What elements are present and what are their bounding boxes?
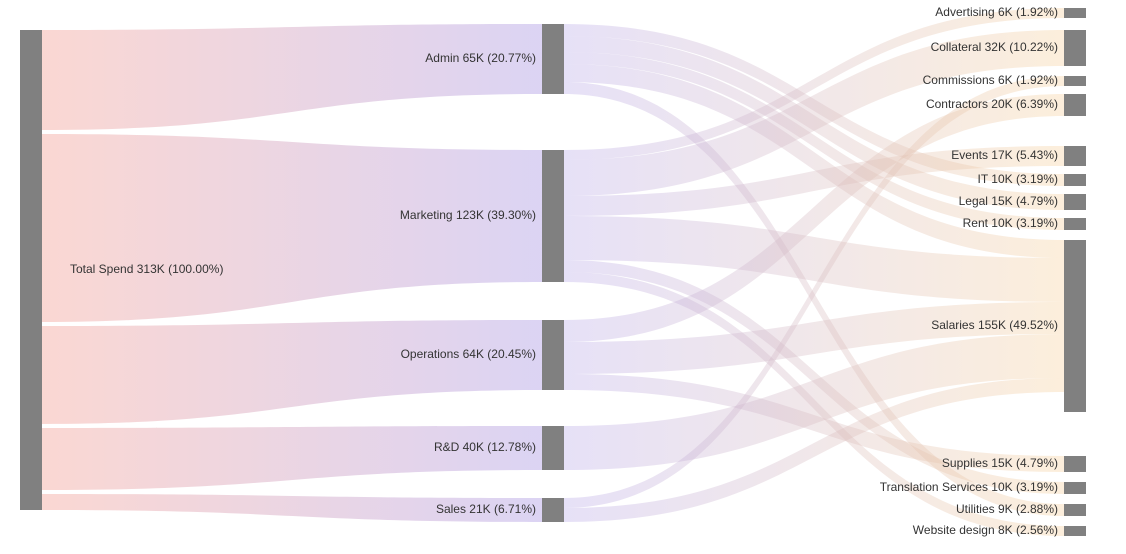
label-supplies: Supplies 15K (4.79%) bbox=[942, 456, 1058, 470]
label-rent: Rent 10K (3.19%) bbox=[963, 216, 1058, 230]
label-salaries: Salaries 155K (49.52%) bbox=[931, 318, 1058, 332]
node-advertising bbox=[1064, 8, 1086, 18]
label-total-spend: Total Spend 313K (100.00%) bbox=[70, 262, 223, 276]
label-contractors: Contractors 20K (6.39%) bbox=[926, 97, 1058, 111]
node-webdesign bbox=[1064, 526, 1086, 536]
node-collateral bbox=[1064, 30, 1086, 66]
node-translation bbox=[1064, 482, 1086, 494]
label-admin: Admin 65K (20.77%) bbox=[425, 51, 536, 65]
label-legal: Legal 15K (4.79%) bbox=[959, 194, 1058, 208]
label-events: Events 17K (5.43%) bbox=[951, 148, 1058, 162]
label-operations: Operations 64K (20.45%) bbox=[401, 347, 536, 361]
node-utilities bbox=[1064, 504, 1086, 516]
sankey-chart: Total Spend 313K (100.00%) Admin 65K (20.… bbox=[0, 0, 1126, 554]
node-admin bbox=[542, 24, 564, 94]
node-rent bbox=[1064, 218, 1086, 230]
node-rnd bbox=[542, 426, 564, 470]
link-total-to-operations bbox=[42, 320, 542, 424]
label-collateral: Collateral 32K (10.22%) bbox=[931, 40, 1058, 54]
label-utilities: Utilities 9K (2.88%) bbox=[956, 502, 1058, 516]
node-total-spend bbox=[20, 30, 42, 510]
link-total-to-rnd bbox=[42, 426, 542, 490]
label-marketing: Marketing 123K (39.30%) bbox=[400, 208, 536, 222]
node-events bbox=[1064, 146, 1086, 166]
label-rnd: R&D 40K (12.78%) bbox=[434, 440, 536, 454]
label-sales: Sales 21K (6.71%) bbox=[436, 502, 536, 516]
label-it: IT 10K (3.19%) bbox=[978, 172, 1058, 186]
node-contractors bbox=[1064, 94, 1086, 116]
node-marketing bbox=[542, 150, 564, 282]
node-salaries bbox=[1064, 240, 1086, 412]
node-operations bbox=[542, 320, 564, 390]
label-advertising: Advertising 6K (1.92%) bbox=[935, 5, 1058, 19]
node-supplies bbox=[1064, 456, 1086, 472]
label-commissions: Commissions 6K (1.92%) bbox=[923, 73, 1058, 87]
link-total-to-admin bbox=[42, 24, 542, 130]
link-total-to-marketing bbox=[42, 134, 542, 322]
label-webdesign: Website design 8K (2.56%) bbox=[913, 523, 1058, 537]
label-translation: Translation Services 10K (3.19%) bbox=[880, 480, 1058, 494]
node-legal bbox=[1064, 194, 1086, 210]
node-sales bbox=[542, 498, 564, 522]
node-commissions bbox=[1064, 76, 1086, 86]
node-it bbox=[1064, 174, 1086, 186]
